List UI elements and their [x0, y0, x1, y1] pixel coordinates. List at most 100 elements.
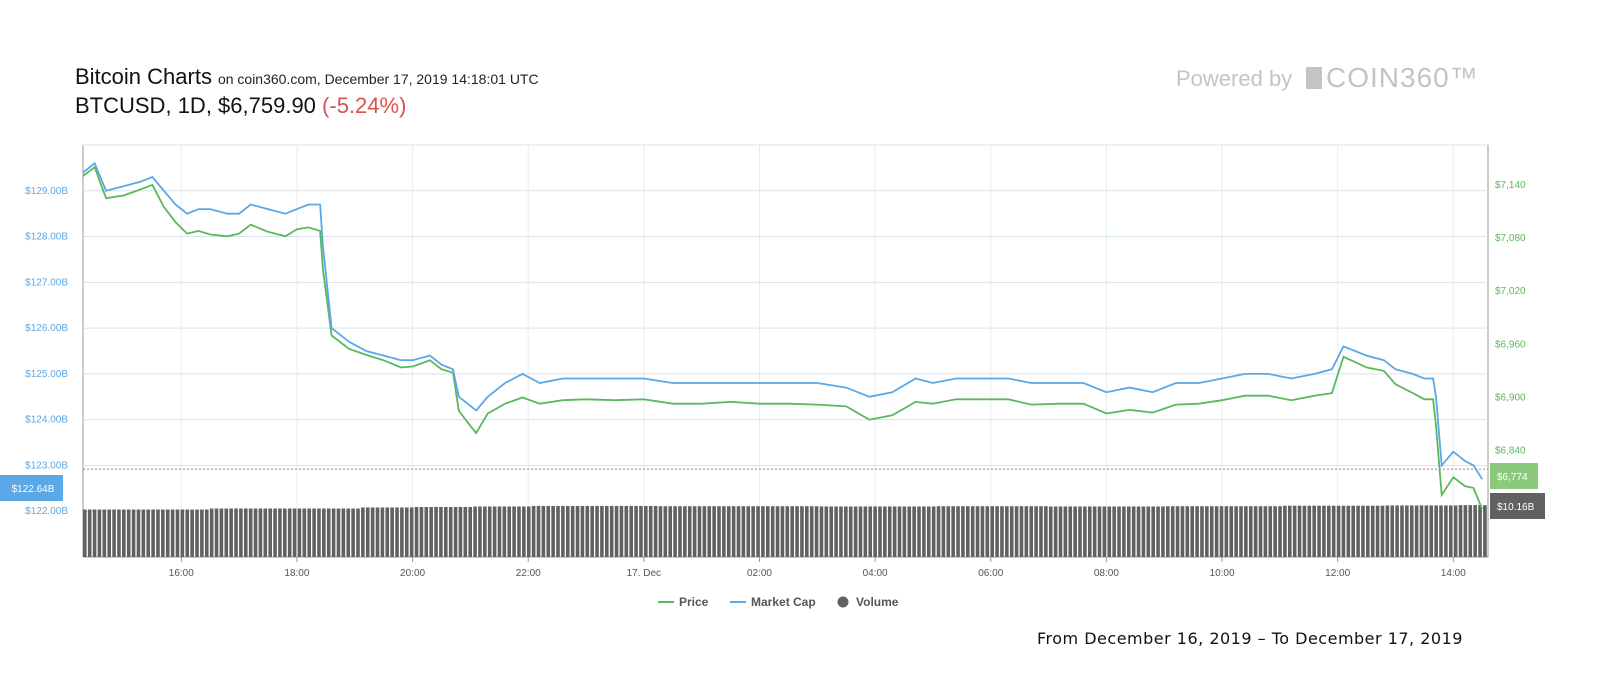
volume-bar: [1327, 505, 1331, 557]
volume-bar: [717, 506, 721, 557]
volume-bar: [331, 508, 336, 557]
volume-bar: [1351, 505, 1356, 557]
volume-bar: [702, 506, 707, 557]
volume-bar: [600, 505, 604, 557]
page-title: Bitcoin Charts: [75, 64, 212, 89]
volume-bar: [780, 506, 785, 557]
date-range-footer: From December 16, 2019 – To December 17,…: [1037, 629, 1463, 648]
volume-bar: [336, 508, 341, 557]
volume-bar: [863, 506, 868, 557]
x-tick-label: 10:00: [1210, 568, 1235, 579]
volume-bar: [883, 506, 887, 557]
volume-bar: [1209, 506, 1214, 557]
volume-bar: [156, 509, 160, 557]
y-left-tick-label: $127.00B: [25, 277, 68, 288]
volume-bar: [1268, 506, 1273, 557]
volume-bar: [107, 509, 111, 557]
volume-bar: [565, 505, 570, 557]
volume-bar: [1117, 506, 1121, 557]
volume-bar: [634, 505, 638, 557]
y-left-tick-label: $123.00B: [25, 460, 68, 471]
coin360-logo-icon: [1306, 67, 1322, 89]
volume-bar: [1356, 505, 1360, 557]
volume-bar: [1131, 506, 1136, 557]
y-right-tick-label: $6,900: [1495, 393, 1526, 404]
volume-bar: [424, 506, 429, 557]
volume-bar: [395, 507, 399, 557]
volume-bar: [185, 509, 190, 557]
y-left-tick-label: $126.00B: [25, 323, 68, 334]
volume-bar: [1253, 506, 1258, 557]
volume-bar: [985, 506, 990, 557]
volume-bar: [356, 508, 360, 557]
volume-bar: [1146, 506, 1151, 557]
volume-bar: [922, 506, 926, 557]
volume-bar: [1195, 506, 1199, 557]
volume-bar: [644, 505, 648, 557]
volume-bar: [536, 505, 541, 557]
volume-bar: [853, 506, 858, 557]
volume-bar: [322, 508, 326, 557]
volume-bar: [770, 506, 775, 557]
x-tick-label: 08:00: [1094, 568, 1119, 579]
volume-bar: [258, 508, 263, 557]
y-right-tick-label: $7,140: [1495, 180, 1526, 191]
y-left-tick-label: $124.00B: [25, 415, 68, 426]
volume-bar: [1463, 505, 1468, 557]
volume-bar: [1205, 506, 1209, 557]
volume-bar: [765, 506, 770, 557]
price-tag: [1490, 463, 1538, 489]
volume-bar: [1234, 506, 1238, 557]
volume-bar: [1170, 506, 1175, 557]
volume-bar: [219, 508, 224, 557]
volume-bar: [195, 509, 199, 557]
volume-bar: [487, 506, 492, 557]
legend-price-label: Price: [679, 595, 709, 609]
volume-bar: [658, 506, 663, 557]
volume-bar: [1107, 506, 1112, 557]
volume-bar: [1468, 505, 1473, 557]
volume-bar: [595, 505, 599, 557]
volume-bar: [248, 508, 253, 557]
volume-bar: [326, 508, 331, 557]
volume-bar: [1346, 505, 1351, 557]
volume-bar: [400, 507, 404, 557]
x-tick-label: 18:00: [284, 568, 309, 579]
volume-bar: [1385, 505, 1390, 557]
coin360-logo[interactable]: COIN360™: [1306, 62, 1479, 94]
volume-bar: [1292, 505, 1297, 557]
volume-bar: [283, 508, 287, 557]
volume-bar: [404, 507, 409, 557]
volume-bar: [1224, 506, 1229, 557]
volume-bar: [1136, 506, 1141, 557]
volume-bar: [429, 506, 433, 557]
volume-bar: [707, 506, 712, 557]
volume-bar: [1053, 506, 1058, 557]
volume-bar: [1439, 505, 1443, 557]
volume-bar: [961, 506, 965, 557]
volume-bar: [268, 508, 272, 557]
volume-bar: [829, 506, 834, 557]
volume-bar: [517, 506, 521, 557]
volume-bar: [648, 505, 653, 557]
volume-bar: [1273, 506, 1277, 557]
y-left-tick-label: $129.00B: [25, 186, 68, 197]
volume-bar: [1434, 505, 1438, 557]
x-tick-label: 06:00: [978, 568, 1003, 579]
volume-bar: [1078, 506, 1082, 557]
volume-bar: [531, 505, 536, 557]
legend-market-cap-label: Market Cap: [751, 595, 816, 609]
volume-bar: [683, 506, 687, 557]
volume-bar: [692, 506, 697, 557]
volume-bar: [809, 506, 814, 557]
volume-bar: [1375, 505, 1380, 557]
volume-bar: [122, 509, 126, 557]
volume-bar: [1009, 506, 1014, 557]
volume-bar: [609, 505, 614, 557]
volume-bar: [726, 506, 731, 557]
plot-frame: [82, 144, 1489, 558]
volume-bar: [1092, 506, 1097, 557]
volume-bar: [1214, 506, 1219, 557]
volume-bar: [604, 505, 609, 557]
